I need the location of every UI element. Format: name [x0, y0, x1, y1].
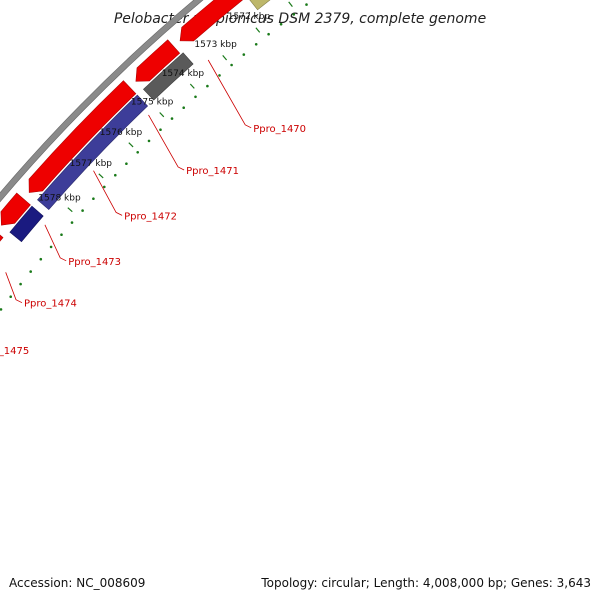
gc-dot [136, 151, 139, 154]
gc-dot [114, 173, 117, 177]
gene-labels: Ppro_1470 Ppro_1471 Ppro_1472 Ppro_1473 Ppro… [0, 59, 306, 357]
scale-tick [189, 83, 195, 89]
gc-dot [92, 197, 95, 200]
gc-dot [230, 63, 233, 67]
gc-dot [0, 308, 3, 311]
scale-tick [288, 1, 293, 7]
gc-dot [60, 233, 63, 236]
scale-tick [222, 55, 228, 61]
scale-tick [255, 27, 261, 33]
gc-dot [242, 53, 246, 56]
cog-feature [37, 94, 149, 211]
gc-skew-dots [0, 3, 308, 311]
gc-dot [254, 43, 258, 46]
gc-dot [70, 221, 74, 224]
scale-tick [128, 142, 134, 148]
gc-dot [147, 139, 151, 143]
gene-label: Ppro_1470 [253, 124, 306, 135]
gene-label: Ppro_1471 [186, 166, 239, 177]
gc-dot [49, 245, 53, 249]
gc-dot [267, 32, 270, 36]
accession-label: Accession: NC_008609 [9, 576, 145, 590]
scale-tick [98, 173, 104, 179]
cog-track [9, 0, 271, 243]
cds-feature [0, 192, 31, 226]
cds-feature [135, 39, 181, 82]
gene-leader-line [93, 170, 123, 216]
gene-leader-line [5, 272, 23, 304]
backbone-track [0, 0, 204, 203]
gene-leader-line [44, 224, 67, 262]
gc-dot [194, 95, 197, 99]
scale-tick [67, 207, 73, 213]
gc-dot [182, 106, 185, 109]
gc-dot [125, 162, 128, 165]
scale-tick-label: 1575 kbp [131, 98, 174, 108]
gene-label: Ppro_1475 [0, 346, 29, 357]
gc-dot [279, 22, 283, 26]
cds-feature [0, 234, 4, 242]
scale-tick-label: 1573 kbp [194, 40, 237, 50]
gc-dot [103, 185, 106, 189]
cds-feature [28, 80, 137, 193]
backbone-arc [0, 0, 204, 203]
gene-label: Ppro_1473 [68, 257, 121, 268]
gc-dot [218, 74, 221, 77]
cog-feature [142, 52, 194, 101]
gc-dot [170, 117, 174, 120]
genome-summary: Topology: circular; Length: 4,008,000 bp… [260, 576, 591, 590]
gene-leader-line [207, 59, 252, 129]
gene-label: Ppro_1474 [24, 299, 77, 310]
gene-label: Ppro_1472 [124, 211, 177, 222]
scale-tick-label: 1574 kbp [162, 69, 205, 79]
cds-feature [179, 0, 244, 42]
gc-dot [19, 282, 22, 286]
gc-dot [39, 257, 43, 261]
cog-feature [9, 205, 44, 243]
gene-leader-line [148, 114, 185, 171]
gc-dot [305, 3, 308, 6]
scale-tick-label: 1577 kbp [70, 159, 113, 169]
gc-dot [81, 209, 84, 212]
gc-dot [292, 13, 296, 16]
scale-tick [159, 112, 165, 118]
gc-dot [159, 128, 162, 131]
gc-dot [206, 84, 209, 88]
gc-dot [9, 295, 12, 299]
scale-tick-label: 1576 kbp [100, 128, 143, 138]
scale-tick-label: 1572 kbp [228, 12, 271, 22]
feature-track [0, 0, 244, 242]
scale-tick-label: 1578 kbp [38, 193, 81, 203]
gc-dot [29, 270, 32, 273]
cog-feature [249, 0, 271, 11]
